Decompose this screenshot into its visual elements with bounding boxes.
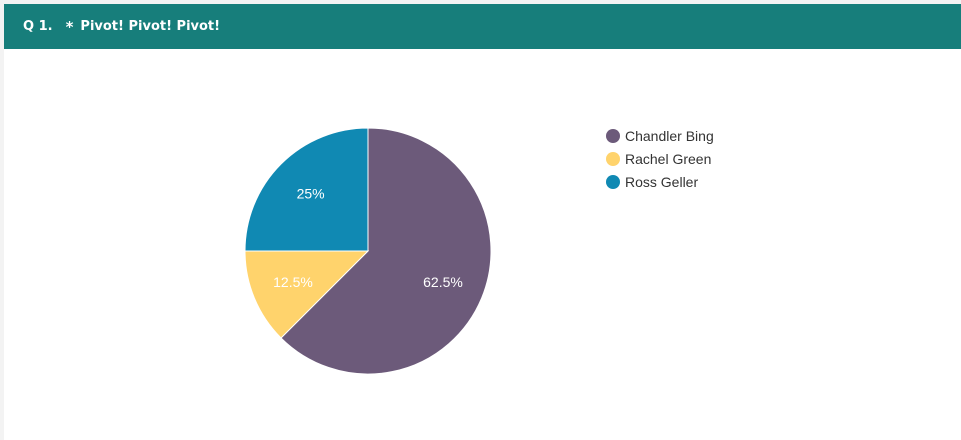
pie-slice-label: 12.5% (273, 274, 313, 290)
legend-item[interactable]: Chandler Bing (606, 124, 714, 147)
chart-legend: Chandler Bing Rachel Green Ross Geller (606, 124, 714, 193)
legend-label: Chandler Bing (625, 127, 714, 144)
pie-chart: 62.5% 12.5% 25% Chandler Bing Rachel Green R… (4, 49, 961, 440)
legend-swatch (606, 174, 620, 189)
question-number: Q 1. (23, 19, 53, 34)
pie-slice-rachel-green[interactable] (244, 250, 370, 339)
pie-slice-ross-geller[interactable] (244, 127, 369, 252)
question-panel: Q 1. * Pivot! Pivot! Pivot! 62.5% 12.5% 25… (4, 4, 961, 440)
question-title: Pivot! Pivot! Pivot! (80, 19, 221, 34)
required-marker: * (65, 17, 74, 36)
legend-item[interactable]: Ross Geller (606, 170, 714, 193)
pie-slice-label: 62.5% (423, 274, 463, 290)
legend-label: Rachel Green (625, 150, 712, 167)
legend-swatch (606, 151, 620, 166)
pie-chart-svg: 62.5% 12.5% 25% (244, 127, 492, 375)
question-header: Q 1. * Pivot! Pivot! Pivot! (4, 4, 961, 49)
pie-slice-label: 25% (297, 186, 325, 202)
legend-swatch (606, 128, 620, 143)
legend-label: Ross Geller (625, 173, 699, 190)
legend-item[interactable]: Rachel Green (606, 147, 714, 170)
pie-slice-chandler-bing[interactable] (280, 127, 492, 375)
